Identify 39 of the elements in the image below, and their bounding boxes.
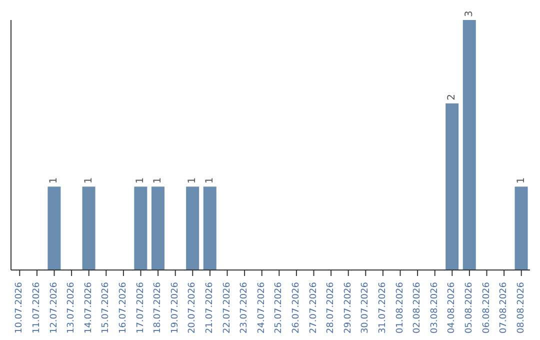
- x-tick-label: 10.07.2026: [14, 282, 25, 334]
- x-tick-label: 15.07.2026: [101, 282, 112, 334]
- x-tick-label: 01.08.2026: [395, 282, 406, 334]
- x-tick-label: 22.07.2026: [222, 282, 232, 334]
- x-tick-label: 18.07.2026: [153, 282, 164, 334]
- x-tick-label: 25.07.2026: [274, 282, 284, 334]
- x-tick-label: 06.08.2026: [482, 282, 492, 334]
- x-tick-label: 20.07.2026: [188, 282, 198, 334]
- x-tick-label: 19.07.2026: [170, 282, 180, 334]
- data-label: 1: [152, 177, 164, 184]
- x-tick-label: 27.07.2026: [308, 282, 319, 334]
- data-label: 1: [516, 177, 527, 184]
- x-tick-label: 23.07.2026: [240, 282, 250, 334]
- data-label: 1: [187, 177, 198, 184]
- x-tick-label: 29.07.2026: [343, 282, 354, 334]
- x-tick-label: 21.07.2026: [204, 282, 215, 334]
- x-tick-label: 11.07.2026: [32, 282, 42, 334]
- x-tick-label: 26.07.2026: [291, 282, 302, 334]
- data-label: 1: [83, 177, 94, 184]
- data-label: 2: [446, 94, 458, 100]
- x-tick-label: 04.08.2026: [447, 282, 458, 334]
- x-tick-label: 02.08.2026: [412, 282, 423, 334]
- x-tick-label: 28.07.2026: [326, 282, 336, 334]
- x-tick-label: 31.07.2026: [378, 282, 388, 334]
- x-tick-label: 24.07.2026: [256, 282, 267, 334]
- x-tick-label: 30.07.2026: [360, 282, 371, 334]
- data-label: 1: [48, 177, 60, 184]
- x-tick-label: 07.08.2026: [499, 282, 510, 334]
- x-tick-label: 03.08.2026: [430, 282, 440, 334]
- x-tick-label: 14.07.2026: [84, 282, 94, 334]
- x-tick-label: 13.07.2026: [66, 282, 77, 334]
- data-label: 1: [204, 177, 216, 184]
- x-tick-label: 05.08.2026: [464, 282, 474, 334]
- data-label: 1: [135, 177, 146, 184]
- x-tick-label: 08.08.2026: [516, 282, 526, 334]
- x-tick-label: 16.07.2026: [118, 282, 128, 334]
- data-label: 3: [464, 10, 475, 17]
- x-tick-label: 12.07.2026: [49, 282, 60, 334]
- x-tick-label: 17.07.2026: [136, 282, 146, 334]
